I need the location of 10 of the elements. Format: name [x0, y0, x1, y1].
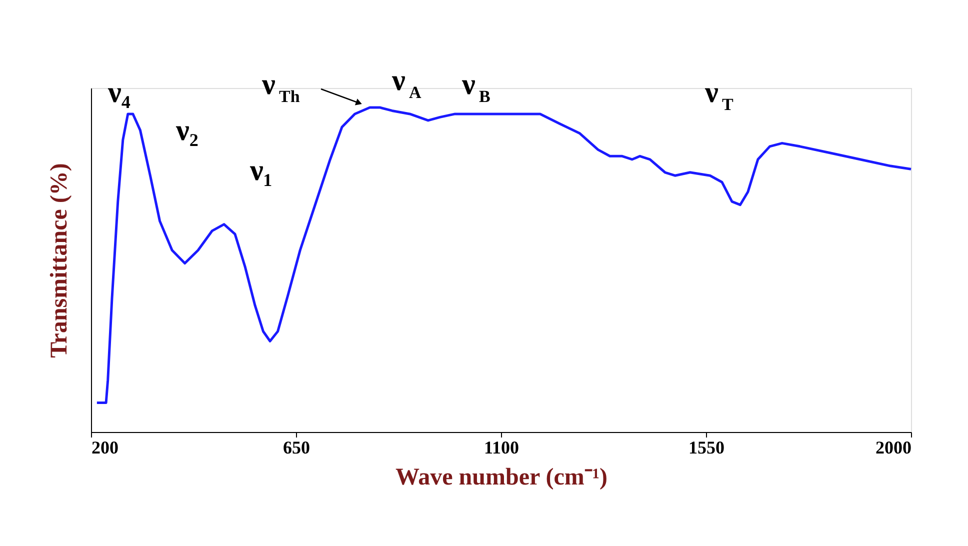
y-axis-title: Transmittance (%) — [46, 163, 72, 358]
x-tick-label: 1550 — [688, 438, 724, 458]
x-axis-title: Wave number (cm⁻¹) — [395, 464, 608, 490]
annotation: ν₄ — [107, 76, 130, 109]
x-tick-label: 200 — [92, 438, 118, 458]
annotation: ν₁ — [249, 154, 272, 187]
x-tick-label: 650 — [283, 438, 310, 458]
x-tick-label: 2000 — [876, 438, 912, 458]
annotation: ν₂ — [175, 114, 198, 147]
x-tick-label: 1100 — [484, 438, 520, 458]
